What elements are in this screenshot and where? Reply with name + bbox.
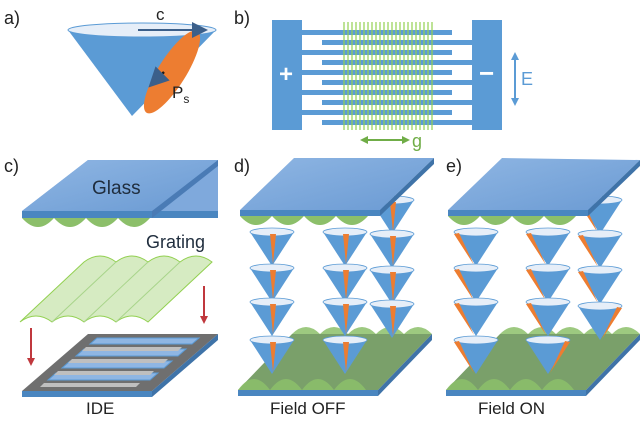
lc-cone [249,227,295,266]
panel-b: b) + − E [234,8,533,151]
panel-e-label: e) [446,156,462,176]
lc-cone [453,335,499,374]
lc-cone [577,301,623,340]
minus-sign: − [479,58,494,88]
panel-c-label: c) [4,156,19,176]
glass-label: Glass [92,178,141,199]
plus-sign: + [279,61,293,88]
c-label: c [156,5,165,24]
panel-a: a) c Ps [4,5,217,116]
e-label: E [521,69,533,89]
left-fingers [302,30,452,115]
grating-layer: Grating [19,232,213,323]
lc-cone [525,227,571,266]
ide-substrate [22,334,218,397]
lc-cone [249,297,295,336]
ps-arrow [148,66,170,88]
lc-cone [453,263,499,302]
polarization-disk [143,30,201,114]
d-top-glass [240,158,434,210]
lc-cone [577,265,623,304]
ide-caption: IDE [86,399,114,418]
lc-cone [322,263,368,302]
panel-c: c) Glass Grating [4,156,218,418]
lc-cone [249,335,295,374]
lc-cone [249,263,295,302]
lc-cone [369,265,415,304]
e-top-glass [448,158,640,210]
lc-cone [322,335,368,374]
right-fingers [322,40,472,125]
g-label: g [412,131,422,151]
panel-e: e) Field ON [446,156,640,418]
lc-cone [525,297,571,336]
field-on-caption: Field ON [478,399,545,418]
glass-slab: Glass [22,160,218,227]
field-off-caption: Field OFF [270,399,346,418]
lc-cone [322,297,368,336]
left-electrode-bus [272,20,302,130]
lc-cone [525,335,571,374]
grating-label: Grating [146,232,205,252]
lc-cone [322,227,368,266]
lc-cone [525,263,571,302]
right-electrode-bus [472,20,502,130]
lc-cone [369,299,415,338]
lc-cone [577,229,623,268]
panel-d: d) Field OFF [234,156,434,418]
ps-label: Ps [172,83,189,106]
lc-cone [369,229,415,268]
lc-cone [453,297,499,336]
d-cone-array [249,195,415,374]
grating-lines [343,22,433,130]
e-cone-array [453,195,623,374]
panel-b-label: b) [234,8,250,28]
panel-a-label: a) [4,8,20,28]
panel-d-label: d) [234,156,250,176]
lc-cone [453,227,499,266]
